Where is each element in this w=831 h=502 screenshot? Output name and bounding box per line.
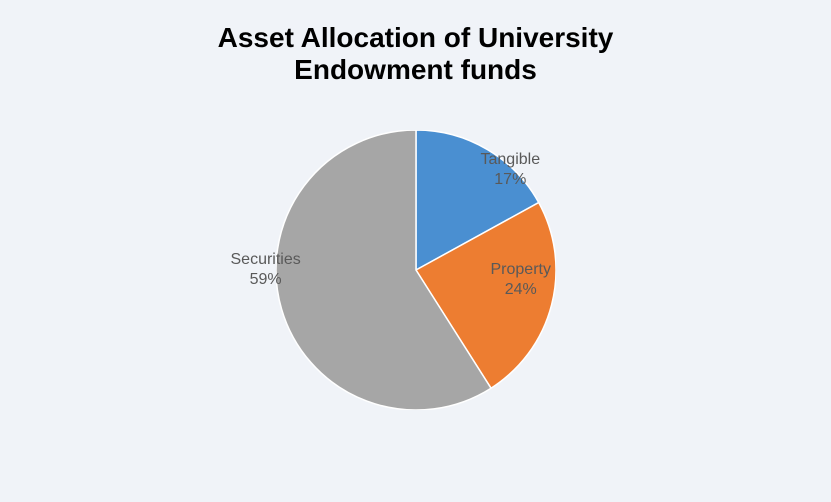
chart-container: Tangible17% Property24% Securities59% <box>0 130 831 410</box>
slice-label-pct: 17% <box>481 170 541 190</box>
slice-label-pct: 59% <box>231 270 301 290</box>
slice-label-securities: Securities59% <box>231 250 301 290</box>
slice-label-name: Tangible <box>481 150 541 170</box>
slice-label-property: Property24% <box>491 260 551 300</box>
pie-chart: Tangible17%Property24%Securities59% <box>276 130 556 410</box>
chart-title: Asset Allocation of University Endowment… <box>0 0 831 86</box>
slice-label-tangible: Tangible17% <box>481 150 541 190</box>
slice-label-name: Securities <box>231 250 301 270</box>
slice-label-name: Property <box>491 260 551 280</box>
chart-title-line2: Endowment funds <box>0 54 831 86</box>
chart-title-line1: Asset Allocation of University <box>0 22 831 54</box>
slice-label-pct: 24% <box>491 280 551 300</box>
